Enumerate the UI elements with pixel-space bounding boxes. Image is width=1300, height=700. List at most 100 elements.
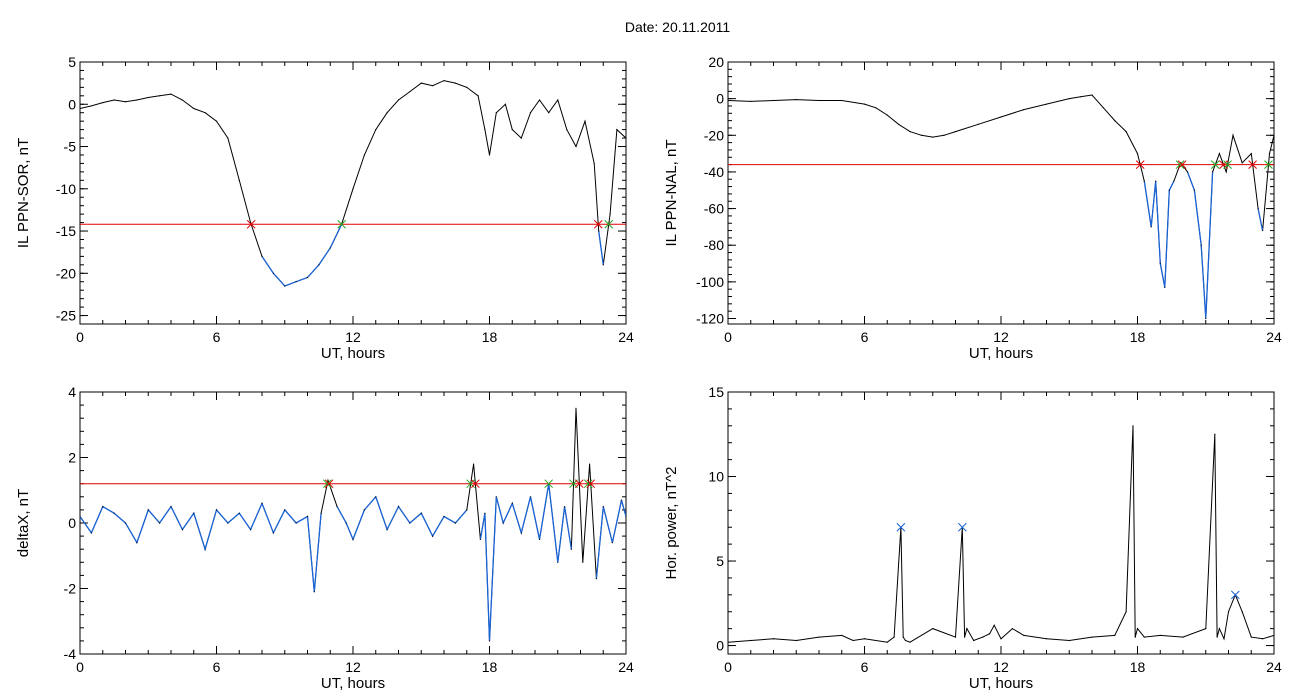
data-point xyxy=(318,264,320,266)
data-point xyxy=(841,634,843,637)
data-point xyxy=(520,532,522,534)
series-line xyxy=(728,94,1274,319)
y-tick-label: 0 xyxy=(716,638,724,654)
data-point xyxy=(1000,116,1002,118)
x-tick-label: 0 xyxy=(724,329,732,345)
x-tick-label: 24 xyxy=(1266,659,1282,675)
data-point xyxy=(1216,636,1218,638)
chart-hor-power: 0 6 12 18 24 15 10 5 0 UT, hours Hor. power, nT^2 xyxy=(663,384,1282,692)
data-point xyxy=(363,154,365,156)
data-point xyxy=(375,496,377,498)
x-tick-label: 6 xyxy=(213,329,221,345)
data-point xyxy=(345,522,347,524)
data-point xyxy=(1125,131,1127,133)
threshold-crossing-marker xyxy=(574,479,584,489)
x-tick-label: 18 xyxy=(1130,329,1146,345)
plot-frame xyxy=(727,391,1275,655)
data-point xyxy=(1250,636,1252,638)
data-point xyxy=(841,99,843,102)
y-tick-label: -10 xyxy=(56,181,76,197)
data-point xyxy=(466,86,468,88)
y-axis-label: deltaX, nT xyxy=(15,489,32,557)
data-point xyxy=(1125,611,1127,613)
threshold-crossing-marker xyxy=(593,219,603,229)
data-point xyxy=(1232,134,1234,136)
threshold-crossing-marker xyxy=(544,479,554,489)
data-point xyxy=(90,105,92,107)
data-point xyxy=(409,522,411,524)
series-below-threshold xyxy=(595,499,626,579)
y-tick-label: -15 xyxy=(56,223,76,239)
data-point xyxy=(170,93,172,95)
data-point xyxy=(609,213,611,215)
series-below-threshold xyxy=(598,230,604,265)
data-point xyxy=(1182,636,1184,638)
y-tick-label: 0 xyxy=(68,515,76,531)
data-point xyxy=(520,137,522,139)
data-point xyxy=(1257,207,1259,210)
data-point xyxy=(1011,628,1013,630)
data-point xyxy=(327,479,329,482)
y-tick-label: 15 xyxy=(708,384,724,400)
data-point xyxy=(977,123,979,125)
data-point xyxy=(1250,153,1252,155)
data-point xyxy=(272,532,274,534)
chart-il-ppn-sor: 0 6 12 18 24 5 0 -5 -10 -15 -20 -25 UT, hours IL PPN-… xyxy=(15,54,634,362)
data-point xyxy=(454,82,456,84)
data-point xyxy=(306,276,309,279)
series-below-threshold xyxy=(261,224,343,287)
data-point xyxy=(886,641,888,643)
x-tick-label: 12 xyxy=(993,329,1009,345)
data-point xyxy=(409,90,411,93)
data-point xyxy=(215,509,218,511)
data-point xyxy=(238,512,240,514)
y-tick-label: 5 xyxy=(716,553,724,569)
data-point xyxy=(261,255,263,257)
data-point xyxy=(1000,638,1002,640)
y-tick-label: 0 xyxy=(68,96,76,112)
data-point xyxy=(620,499,623,501)
y-axis-label: IL PPN-SOR, nT xyxy=(15,138,32,248)
y-tick-label: 4 xyxy=(68,384,76,400)
data-point xyxy=(1268,153,1271,155)
data-point xyxy=(982,636,984,638)
peak-marker xyxy=(896,522,906,532)
x-tick-label: 6 xyxy=(861,659,869,675)
data-point xyxy=(616,129,618,131)
data-point xyxy=(1241,611,1243,613)
x-tick-label: 12 xyxy=(993,659,1009,675)
data-point xyxy=(1159,262,1161,265)
data-point xyxy=(863,638,866,640)
plot-frame xyxy=(727,61,1275,325)
data-point xyxy=(993,624,995,626)
x-axis-label: UT, hours xyxy=(321,345,385,362)
x-tick-label: 12 xyxy=(345,329,361,345)
data-point xyxy=(352,538,354,540)
data-point xyxy=(1143,636,1145,638)
y-tick-label: -4 xyxy=(64,646,77,662)
data-point xyxy=(397,99,400,101)
data-point xyxy=(902,636,904,638)
data-point xyxy=(625,137,626,139)
data-point xyxy=(989,633,991,635)
data-point xyxy=(795,639,797,642)
data-point xyxy=(488,154,491,156)
y-tick-label: -40 xyxy=(704,164,724,180)
data-point xyxy=(750,100,752,102)
data-point xyxy=(1091,94,1093,96)
data-point xyxy=(1211,171,1214,173)
x-tick-label: 18 xyxy=(482,329,498,345)
data-point xyxy=(375,129,377,131)
data-point xyxy=(113,512,115,514)
data-point xyxy=(1068,98,1070,100)
data-point xyxy=(272,272,274,274)
data-point xyxy=(432,535,434,537)
data-point xyxy=(1023,634,1025,637)
series-below-threshold xyxy=(1257,208,1264,231)
data-point xyxy=(750,639,752,642)
data-point xyxy=(1155,180,1157,182)
data-point xyxy=(511,502,513,504)
data-point xyxy=(386,112,388,114)
data-point xyxy=(181,528,183,531)
data-point xyxy=(227,137,229,139)
